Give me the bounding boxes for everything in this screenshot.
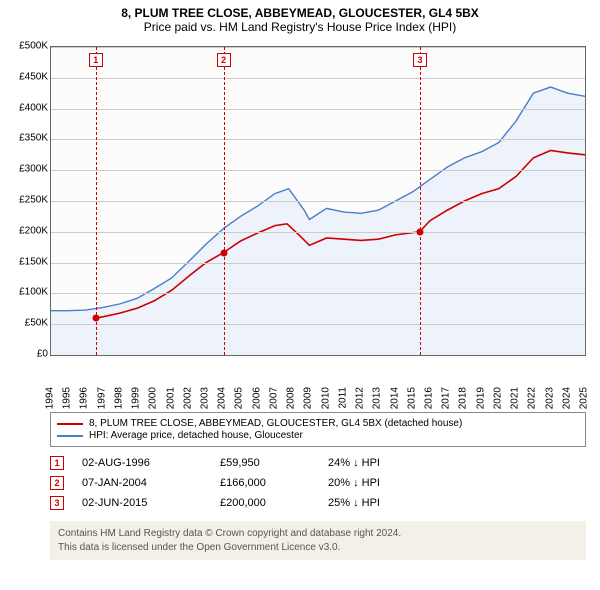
sale-marker-dot bbox=[416, 228, 423, 235]
x-tick-label: 1995 bbox=[62, 387, 73, 409]
x-tick-label: 2000 bbox=[148, 387, 159, 409]
x-tick-label: 2006 bbox=[251, 387, 262, 409]
x-tick-label: 1997 bbox=[96, 387, 107, 409]
x-tick-label: 2019 bbox=[475, 387, 486, 409]
legend-row-property: 8, PLUM TREE CLOSE, ABBEYMEAD, GLOUCESTE… bbox=[57, 418, 579, 429]
y-tick-label: £250K bbox=[8, 195, 48, 206]
y-tick-label: £400K bbox=[8, 102, 48, 113]
chart-area: £0 £50K £100K £150K £200K £250K £300K £350K £400… bbox=[8, 38, 592, 408]
footer-line-2: This data is licensed under the Open Gov… bbox=[58, 541, 578, 555]
y-tick-label: £100K bbox=[8, 287, 48, 298]
x-tick-label: 2013 bbox=[372, 387, 383, 409]
y-tick-label: £500K bbox=[8, 41, 48, 52]
x-tick-label: 2002 bbox=[182, 387, 193, 409]
sales-row: 2 07-JAN-2004 £166,000 20% ↓ HPI bbox=[50, 473, 586, 493]
x-axis-labels: 1994199519961997199819992000200120022003… bbox=[50, 358, 586, 408]
sales-row-date: 02-AUG-1996 bbox=[82, 457, 202, 469]
x-tick-label: 2005 bbox=[234, 387, 245, 409]
sales-row-price: £59,950 bbox=[220, 457, 310, 469]
legend-label-hpi: HPI: Average price, detached house, Glou… bbox=[89, 430, 303, 441]
x-tick-label: 1998 bbox=[113, 387, 124, 409]
sales-row: 3 02-JUN-2015 £200,000 25% ↓ HPI bbox=[50, 493, 586, 513]
x-tick-label: 2012 bbox=[355, 387, 366, 409]
x-tick-label: 2014 bbox=[389, 387, 400, 409]
x-tick-label: 2016 bbox=[423, 387, 434, 409]
sale-marker-line bbox=[96, 47, 97, 355]
y-tick-label: £300K bbox=[8, 164, 48, 175]
y-tick-label: £0 bbox=[8, 349, 48, 360]
license-footer: Contains HM Land Registry data © Crown c… bbox=[50, 521, 586, 560]
x-tick-label: 2020 bbox=[492, 387, 503, 409]
x-tick-label: 2007 bbox=[268, 387, 279, 409]
sale-marker-line bbox=[224, 47, 225, 355]
sales-row-diff: 24% ↓ HPI bbox=[328, 457, 418, 469]
y-tick-label: £350K bbox=[8, 133, 48, 144]
x-tick-label: 2021 bbox=[510, 387, 521, 409]
legend-row-hpi: HPI: Average price, detached house, Glou… bbox=[57, 430, 579, 441]
sales-row-diff: 20% ↓ HPI bbox=[328, 477, 418, 489]
sale-marker-dot bbox=[92, 315, 99, 322]
sale-marker-badge: 2 bbox=[217, 53, 231, 67]
x-tick-label: 2017 bbox=[441, 387, 452, 409]
x-tick-label: 1996 bbox=[79, 387, 90, 409]
sale-marker-badge: 3 bbox=[413, 53, 427, 67]
y-tick-label: £50K bbox=[8, 318, 48, 329]
x-tick-label: 2003 bbox=[200, 387, 211, 409]
y-tick-label: £150K bbox=[8, 256, 48, 267]
sales-row-badge: 1 bbox=[50, 456, 64, 470]
sale-marker-line bbox=[420, 47, 421, 355]
x-tick-label: 2023 bbox=[544, 387, 555, 409]
sales-row-date: 02-JUN-2015 bbox=[82, 497, 202, 509]
x-tick-label: 2025 bbox=[579, 387, 590, 409]
x-tick-label: 2001 bbox=[165, 387, 176, 409]
x-tick-label: 1999 bbox=[131, 387, 142, 409]
x-tick-label: 2008 bbox=[286, 387, 297, 409]
sale-marker-dot bbox=[220, 249, 227, 256]
sale-marker-badge: 1 bbox=[89, 53, 103, 67]
plot-area: 1 2 3 bbox=[50, 46, 586, 356]
x-tick-label: 2004 bbox=[217, 387, 228, 409]
chart-subtitle: Price paid vs. HM Land Registry's House … bbox=[8, 20, 592, 34]
x-tick-label: 2018 bbox=[458, 387, 469, 409]
x-tick-label: 2010 bbox=[320, 387, 331, 409]
legend: 8, PLUM TREE CLOSE, ABBEYMEAD, GLOUCESTE… bbox=[50, 412, 586, 447]
x-tick-label: 2015 bbox=[406, 387, 417, 409]
chart-container: 8, PLUM TREE CLOSE, ABBEYMEAD, GLOUCESTE… bbox=[0, 0, 600, 568]
sales-row-price: £166,000 bbox=[220, 477, 310, 489]
x-tick-label: 2022 bbox=[527, 387, 538, 409]
sales-row-date: 07-JAN-2004 bbox=[82, 477, 202, 489]
legend-label-property: 8, PLUM TREE CLOSE, ABBEYMEAD, GLOUCESTE… bbox=[89, 418, 462, 429]
legend-swatch-property bbox=[57, 423, 83, 425]
sales-row-badge: 3 bbox=[50, 496, 64, 510]
footer-line-1: Contains HM Land Registry data © Crown c… bbox=[58, 527, 578, 541]
chart-title: 8, PLUM TREE CLOSE, ABBEYMEAD, GLOUCESTE… bbox=[8, 6, 592, 20]
x-tick-label: 2009 bbox=[303, 387, 314, 409]
sales-row-badge: 2 bbox=[50, 476, 64, 490]
legend-swatch-hpi bbox=[57, 435, 83, 437]
sales-row: 1 02-AUG-1996 £59,950 24% ↓ HPI bbox=[50, 453, 586, 473]
y-tick-label: £450K bbox=[8, 71, 48, 82]
sales-table: 1 02-AUG-1996 £59,950 24% ↓ HPI 2 07-JAN-2004… bbox=[50, 453, 586, 513]
y-tick-label: £200K bbox=[8, 225, 48, 236]
x-tick-label: 2011 bbox=[337, 387, 348, 409]
x-tick-label: 1994 bbox=[45, 387, 56, 409]
x-tick-label: 2024 bbox=[561, 387, 572, 409]
sales-row-price: £200,000 bbox=[220, 497, 310, 509]
sales-row-diff: 25% ↓ HPI bbox=[328, 497, 418, 509]
